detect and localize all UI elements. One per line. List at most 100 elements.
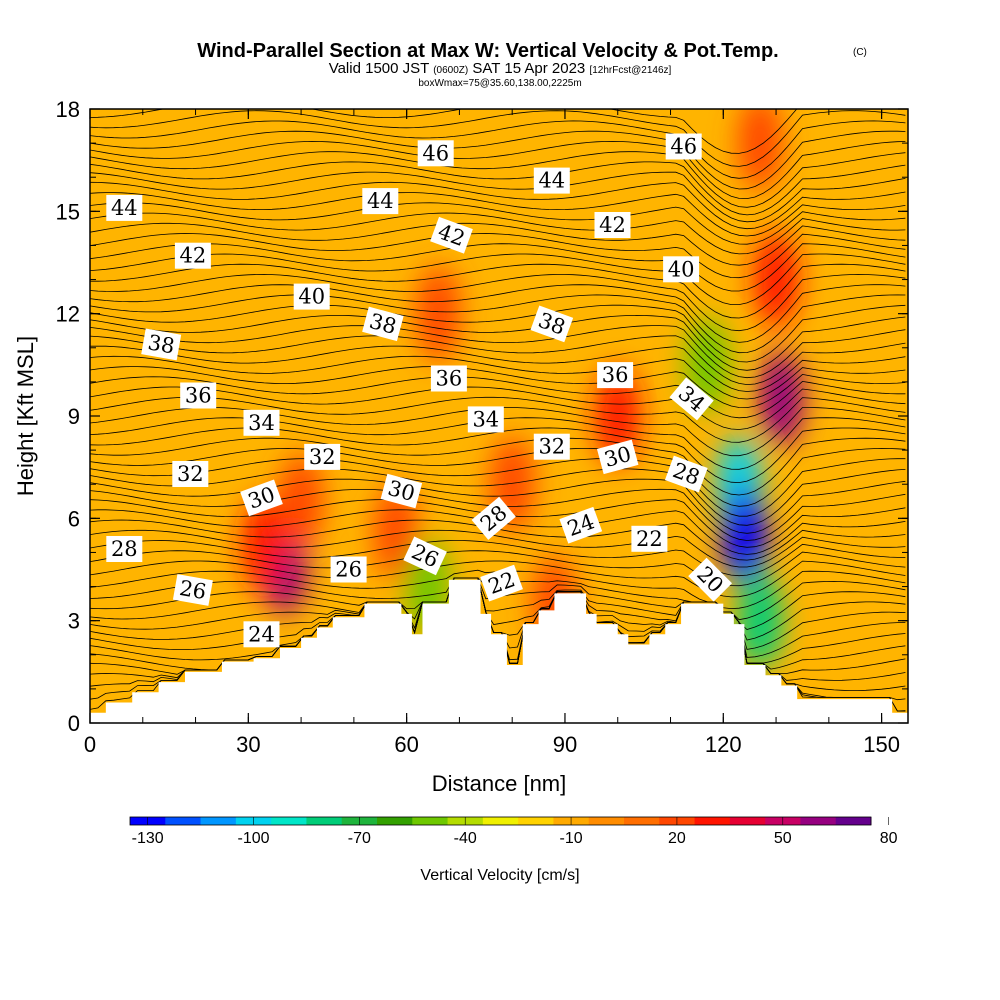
isentrope [90, 253, 906, 306]
colorbar-swatch [412, 817, 449, 825]
x-axis-label: Distance [nm] [432, 771, 567, 796]
isentrope [90, 345, 906, 392]
velocity-cell [754, 231, 799, 328]
contour-label: 26 [172, 574, 213, 606]
chart-title-mark: (C) [853, 47, 867, 58]
colorbar-swatch [624, 817, 660, 825]
svg-text:28: 28 [111, 537, 138, 561]
colorbar-swatch [694, 817, 731, 825]
svg-text:44: 44 [111, 196, 138, 220]
contour-label: 42 [174, 242, 211, 269]
svg-text:34: 34 [248, 411, 275, 435]
isentrope [90, 386, 906, 430]
contour-label: 34 [243, 409, 280, 436]
terrain [90, 579, 908, 723]
chart-title: Wind-Parallel Section at Max W: Vertical… [197, 40, 778, 62]
isentrope [90, 110, 906, 167]
chart-subtitle: Valid 1500 JST (0600Z) SAT 15 Apr 2023 [… [329, 60, 672, 77]
contour-label: 44 [106, 194, 143, 221]
isentrope [90, 120, 906, 179]
y-tick-label: 18 [56, 97, 80, 122]
isentrope [90, 314, 906, 371]
contour-label: 28 [106, 536, 143, 562]
x-tick-label: 120 [705, 732, 742, 757]
y-tick-label: 0 [68, 711, 80, 736]
plot-area: 44 42 40 38 36 34 32 32 30 28 26 26 24 46 44 42 38 36 34 30… [90, 109, 908, 723]
contour-label: 24 [243, 621, 280, 648]
colorbar-swatch [835, 817, 872, 825]
isentrope [90, 263, 906, 319]
contour-label: 30 [380, 473, 423, 509]
x-tick-label: 30 [236, 732, 260, 757]
isentrope [90, 243, 906, 292]
isentrope [90, 181, 906, 230]
isentrope-lines [90, 109, 906, 712]
svg-text:40: 40 [668, 257, 695, 281]
y-tick-label: 6 [68, 506, 80, 531]
colorbar-label: -100 [237, 830, 269, 847]
y-axis-label: Height [Kft MSL] [13, 336, 38, 496]
isentrope [90, 130, 906, 190]
svg-text:40: 40 [298, 285, 325, 309]
contour-label: 34 [669, 377, 714, 421]
colorbar-swatch [165, 817, 202, 825]
velocity-cell [279, 453, 324, 550]
isentrope [90, 468, 906, 526]
colorbar-swatch [729, 817, 766, 825]
isentrope [90, 396, 906, 443]
colorbar-swatch [377, 817, 413, 825]
isentrope [90, 294, 906, 354]
svg-text:32: 32 [177, 462, 204, 486]
colorbar [129, 816, 872, 826]
colorbar-swatch [482, 817, 519, 825]
colorbar-label: -10 [560, 830, 583, 847]
colorbar-labels: -130 -100 -70 -40 -10 20 50 80 [132, 817, 898, 847]
colorbar-swatch [306, 817, 343, 825]
contour-label: 36 [180, 382, 217, 409]
contour-label: 32 [533, 433, 570, 460]
velocity-cell [738, 109, 783, 192]
svg-text:44: 44 [538, 169, 565, 193]
x-tick-label: 90 [553, 732, 577, 757]
colorbar-label: -40 [454, 830, 477, 847]
svg-text:46: 46 [422, 141, 449, 165]
isentrope [90, 273, 906, 332]
colorbar-swatch [800, 817, 837, 825]
y-tick-label: 12 [56, 302, 80, 327]
contour-label: 42 [594, 212, 631, 238]
isentrope [90, 304, 906, 363]
velocity-cell [738, 572, 783, 669]
svg-text:24: 24 [248, 622, 275, 646]
isentrope [90, 550, 906, 587]
contour-label: 30 [596, 439, 639, 475]
svg-text:26: 26 [335, 558, 362, 582]
chart-subtitle-2: boxWmax=75@35.60,138.00,2225m [418, 78, 581, 89]
contour-label: 32 [172, 461, 209, 487]
isentrope [90, 458, 906, 517]
contour-label: 30 [240, 479, 283, 517]
x-tick-label: 150 [863, 732, 900, 757]
y-tick-label: 15 [56, 199, 80, 224]
isentrope [90, 577, 906, 658]
colorbar-swatch [200, 817, 237, 825]
isentrope [90, 478, 906, 534]
isentrope [90, 560, 906, 598]
contour-label: 38 [362, 306, 404, 342]
x-tick-label: 60 [394, 732, 418, 757]
contour-label: 26 [330, 556, 367, 583]
contour-label: 46 [417, 140, 454, 167]
colorbar-label: 20 [668, 830, 686, 847]
svg-text:36: 36 [185, 384, 212, 408]
svg-text:32: 32 [309, 445, 336, 469]
isentrope [90, 366, 906, 409]
isentrope [90, 140, 906, 200]
contour-label: 38 [530, 305, 574, 343]
colorbar-swatch [588, 817, 625, 825]
svg-text:34: 34 [472, 407, 499, 431]
isentrope [90, 577, 906, 641]
isentrope [90, 447, 906, 507]
svg-text:36: 36 [436, 367, 463, 391]
isentrope [90, 540, 906, 577]
isentrope [90, 171, 906, 223]
